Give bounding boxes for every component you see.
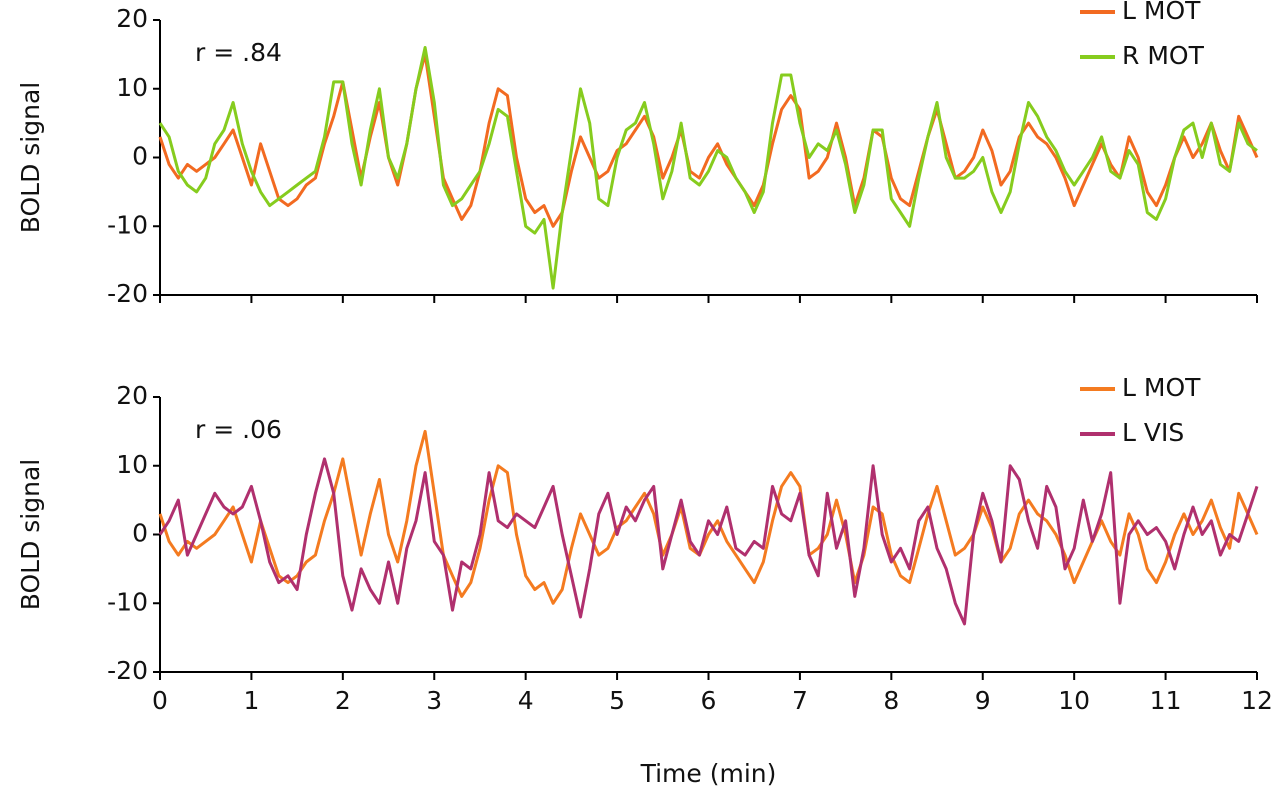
y-axis-label: BOLD signal [16, 82, 45, 233]
x-tick-label: 0 [152, 686, 168, 715]
x-tick-label: 1 [243, 686, 259, 715]
y-tick-label: -10 [107, 587, 148, 616]
x-tick-label: 4 [518, 686, 534, 715]
y-tick-label: 0 [132, 142, 148, 171]
x-tick-label: 5 [609, 686, 625, 715]
x-tick-label: 11 [1150, 686, 1182, 715]
y-tick-label: -20 [107, 279, 148, 308]
x-axis-label: Time (min) [640, 759, 777, 788]
y-axis-label: BOLD signal [16, 459, 45, 610]
annotation: r = .06 [195, 415, 282, 444]
series-line [158, 457, 1259, 626]
y-tick-label: 20 [116, 4, 148, 33]
y-tick-label: 10 [116, 450, 148, 479]
y-tick-label: -10 [107, 210, 148, 239]
x-tick-label: 12 [1241, 686, 1273, 715]
x-tick-label: 7 [792, 686, 808, 715]
annotation: r = .84 [195, 38, 282, 67]
x-tick-label: 8 [883, 686, 899, 715]
x-tick-label: 6 [701, 686, 717, 715]
x-tick-label: 3 [426, 686, 442, 715]
y-tick-label: 10 [116, 73, 148, 102]
y-tick-label: -20 [107, 656, 148, 685]
x-tick-label: 9 [975, 686, 991, 715]
x-tick-label: 2 [335, 686, 351, 715]
y-tick-label: 20 [116, 381, 148, 410]
legend-label: L VIS [1122, 418, 1184, 447]
x-tick-label: 10 [1058, 686, 1090, 715]
legend-label: R MOT [1122, 41, 1205, 70]
series-line [158, 429, 1259, 605]
y-tick-label: 0 [132, 519, 148, 548]
legend-label: L MOT [1122, 0, 1201, 25]
series-line [158, 46, 1258, 290]
legend-label: L MOT [1122, 373, 1201, 402]
